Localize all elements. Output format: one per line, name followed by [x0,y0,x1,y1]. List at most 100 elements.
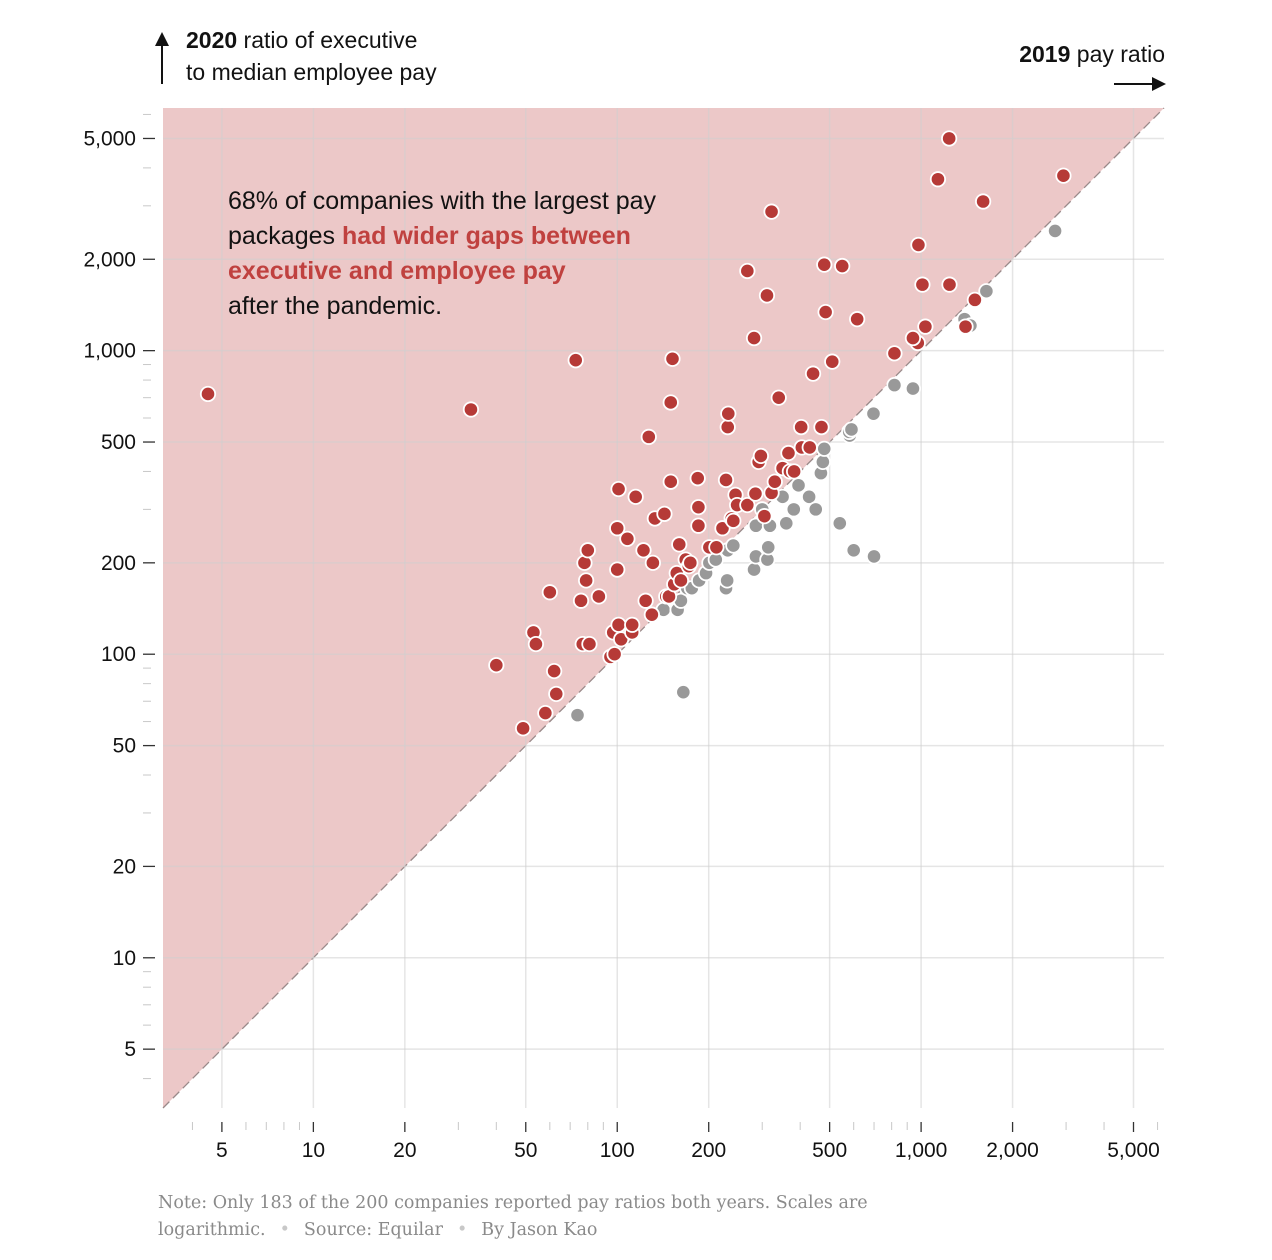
y-tick-label: 50 [113,735,136,758]
data-point-narrower [814,453,831,471]
data-point-wider [546,662,563,680]
data-point-wider [199,385,217,403]
data-point-wider [581,635,598,653]
data-point-narrower [904,380,922,397]
data-point-wider [929,171,947,188]
data-point-wider [801,439,818,456]
y-axis-label-line1: ratio of executive [237,27,418,53]
data-point-wider [578,572,595,589]
data-point-wider [786,463,803,480]
data-point-narrower [816,440,833,457]
data-point-wider [804,365,822,382]
data-point-narrower [675,684,692,701]
data-point-wider [567,352,584,369]
data-point-wider [758,287,776,304]
data-point-wider [813,418,830,436]
annotation-line4: after the pandemic. [228,292,443,320]
data-point-wider [643,606,660,623]
data-point-narrower [785,501,802,518]
annotation-line2: packages [228,222,342,250]
data-point-wider [637,592,654,609]
y-tick-label: 200 [101,552,136,575]
x-axis-label: 2019 pay ratio [1019,38,1165,70]
annotation-highlight: had wider gaps between executive and emp… [228,222,631,285]
data-point-wider [793,418,810,436]
data-point-wider [941,130,958,147]
data-point-wider [590,588,607,605]
data-point-wider [756,508,773,525]
data-point-narrower [843,421,860,438]
data-point-wider [752,447,769,465]
scatter-chart: 5 10 20 50 100 200 500 1,000 2,000 5,000 5 10 20 50 10… [83,107,1165,1162]
annotation-line1: 68% of companies with the largest pay [228,187,657,215]
data-point-narrower [978,283,995,300]
y-axis-label-line2: to median employee pay [186,59,437,85]
data-point-wider [609,520,626,537]
data-point-wider [763,203,780,220]
data-point-wider [671,536,688,553]
data-point-wider [780,444,797,462]
data-point-narrower [778,515,795,532]
data-point-wider [541,584,558,601]
data-point-narrower [831,515,848,532]
data-point-wider [548,685,565,703]
data-point-wider [766,473,783,490]
y-tick-label: 100 [101,643,136,666]
y-tick-label: 5,000 [83,127,136,150]
data-point-wider [662,394,679,411]
data-point-wider [817,303,834,321]
data-point-wider [714,520,731,537]
data-point-wider [664,350,681,367]
data-point-wider [849,311,866,328]
x-tick-label: 1,000 [895,1139,948,1162]
data-point-wider [719,418,736,436]
separator-dot: • [456,1220,468,1240]
data-point-wider [572,592,590,609]
data-point-narrower [569,707,586,724]
data-point-wider [941,276,958,293]
data-point-narrower [865,548,883,565]
x-tick-label: 50 [514,1139,537,1162]
y-axis-label-year: 2020 [186,27,238,53]
note-byline: By Jason Kao [481,1220,598,1240]
x-tick-label: 5,000 [1107,1139,1160,1162]
data-point-wider [957,318,974,335]
arrow-up-icon [155,32,169,84]
data-point-wider [720,405,737,422]
data-point-narrower [865,405,882,422]
data-point-narrower [790,477,807,494]
data-point-wider [886,345,903,362]
data-point-wider [514,720,532,737]
data-point-narrower [801,488,818,505]
y-tick-label: 5 [124,1038,136,1061]
footnote: Note: Only 183 of the 200 companies repo… [158,1190,938,1244]
data-point-wider [1055,167,1072,184]
data-point-wider [537,704,554,722]
data-point-narrower [807,501,824,518]
x-axis-label-rest: pay ratio [1070,41,1165,67]
x-tick-label: 20 [393,1139,416,1162]
data-point-wider [644,554,661,571]
data-point-wider [682,554,699,571]
x-tick-label: 100 [600,1139,635,1162]
data-point-wider [610,480,627,498]
data-point-wider [717,471,735,489]
data-point-wider [619,530,636,547]
data-point-wider [770,389,787,406]
data-point-wider [610,616,627,633]
y-tick-label: 20 [113,855,136,878]
data-point-wider [914,276,931,293]
data-point-narrower [725,537,742,554]
data-point-narrower [845,542,862,559]
data-point-wider [640,428,657,445]
chart-annotation: 68% of companies with the largest pay pa… [228,184,748,324]
data-point-wider [904,329,922,347]
data-point-wider [609,561,626,578]
data-point-wider [579,542,596,559]
data-point-wider [739,262,756,280]
data-point-wider [747,485,764,502]
y-tick-label: 500 [101,431,136,454]
y-tick-label: 1,000 [83,340,136,363]
y-tick-label: 10 [113,947,136,970]
data-point-wider [527,635,545,653]
